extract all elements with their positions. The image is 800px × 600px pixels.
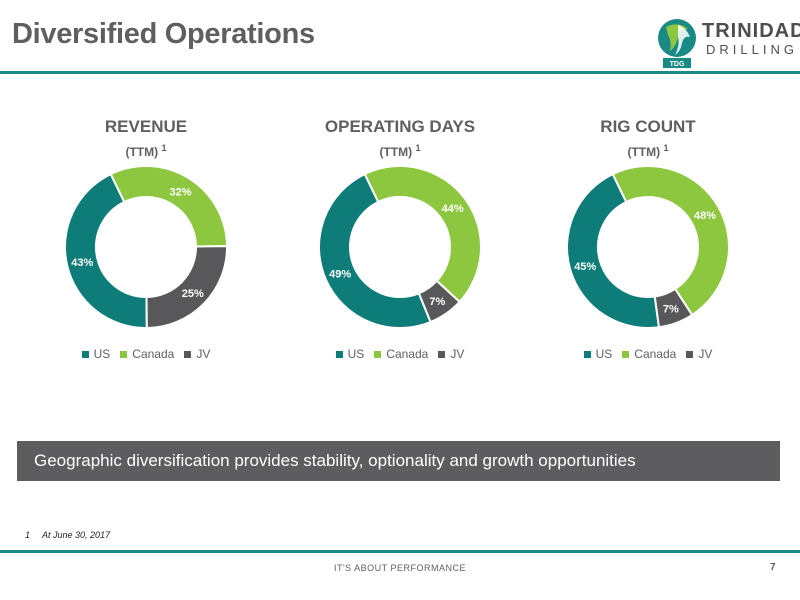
revenue-chart: REVENUE (TTM) 1 43% 32% 25% US Canada JV bbox=[46, 117, 246, 367]
legend-label: JV bbox=[450, 347, 465, 361]
legend-label: JV bbox=[698, 347, 713, 361]
legend-label: US bbox=[595, 347, 613, 361]
slice-label-jv: 25% bbox=[182, 288, 204, 300]
slice-us bbox=[64, 172, 148, 329]
legend-item-us: US bbox=[81, 347, 111, 361]
operating-days-donut: 49% 44% 7% bbox=[318, 165, 482, 329]
chart-title: OPERATING DAYS bbox=[324, 117, 476, 136]
legend-item-jv: JV bbox=[438, 347, 464, 361]
legend-swatch bbox=[374, 350, 382, 358]
legend-label: Canada bbox=[386, 347, 429, 361]
chart-subtitle: (TTM) 1 bbox=[627, 143, 669, 159]
slice-label-canada: 48% bbox=[694, 210, 716, 222]
slice-jv bbox=[145, 245, 228, 330]
rig-count-legend: US Canada JV bbox=[548, 347, 748, 361]
logo-line1: TRINIDAD bbox=[702, 20, 800, 42]
revenue-donut: 43% 32% 25% bbox=[64, 165, 229, 330]
legend-swatch bbox=[81, 350, 89, 358]
legend-swatch bbox=[335, 350, 343, 358]
legend-swatch bbox=[686, 350, 694, 358]
legend-item-jv: JV bbox=[686, 347, 712, 361]
bottom-divider bbox=[0, 550, 800, 553]
slice-jv bbox=[417, 279, 462, 324]
slice-us bbox=[318, 172, 432, 329]
summary-banner: Geographic diversification provides stab… bbox=[17, 441, 780, 481]
legend-swatch bbox=[120, 350, 128, 358]
page-number: 7 bbox=[770, 562, 776, 573]
slice-canada bbox=[363, 165, 482, 304]
slice-label-canada: 32% bbox=[170, 186, 192, 198]
legend-item-canada: Canada bbox=[622, 347, 676, 361]
slice-label-canada: 44% bbox=[442, 203, 464, 215]
footnote: 1 At June 30, 2017 bbox=[25, 530, 110, 540]
footnote-ref: 1 bbox=[663, 143, 669, 153]
rig-count-chart: RIG COUNT (TTM) 1 45% 48% 7% US Canada JV bbox=[548, 117, 748, 367]
slice-label-us: 45% bbox=[574, 261, 596, 273]
slice-canada bbox=[611, 165, 730, 317]
legend-item-us: US bbox=[335, 347, 365, 361]
logo-badge: TDG bbox=[670, 61, 685, 68]
trinidad-logo: TDG TRINIDAD DRILLING bbox=[656, 17, 800, 69]
legend-item-canada: Canada bbox=[120, 347, 174, 361]
logo-line2: DRILLING bbox=[706, 42, 798, 57]
legend-swatch bbox=[622, 350, 630, 358]
slice-label-us: 49% bbox=[329, 269, 351, 281]
footnote-number: 1 bbox=[25, 530, 31, 540]
chart-subtitle: (TTM) 1 bbox=[379, 143, 421, 159]
slice-label-jv: 7% bbox=[663, 303, 679, 315]
slice-label-jv: 7% bbox=[429, 296, 445, 308]
legend-label: Canada bbox=[132, 347, 175, 361]
page-title: Diversified Operations bbox=[12, 18, 315, 50]
legend-item-canada: Canada bbox=[374, 347, 428, 361]
footnote-ref: 1 bbox=[415, 143, 421, 153]
slice-jv bbox=[653, 287, 694, 329]
operating-days-legend: US Canada JV bbox=[300, 347, 500, 361]
footer-tagline: IT'S ABOUT PERFORMANCE bbox=[333, 563, 467, 573]
top-divider bbox=[0, 71, 800, 74]
legend-label: US bbox=[347, 347, 365, 361]
legend-swatch bbox=[438, 350, 446, 358]
footnote-text: At June 30, 2017 bbox=[42, 530, 111, 540]
globe-logo-icon: TDG bbox=[658, 19, 696, 68]
footnote-ref: 1 bbox=[161, 143, 167, 153]
legend-item-jv: JV bbox=[184, 347, 210, 361]
rig-count-donut: 45% 48% 7% bbox=[566, 165, 730, 329]
legend-item-us: US bbox=[583, 347, 613, 361]
banner-text: Geographic diversification provides stab… bbox=[34, 451, 636, 470]
operating-days-chart: OPERATING DAYS (TTM) 1 49% 44% 7% US Canada… bbox=[300, 117, 500, 367]
slice-label-us: 43% bbox=[71, 257, 93, 269]
legend-label: US bbox=[93, 347, 111, 361]
slice-canada bbox=[109, 165, 229, 248]
slice-us bbox=[566, 172, 661, 329]
legend-label: JV bbox=[196, 347, 211, 361]
legend-label: Canada bbox=[634, 347, 677, 361]
legend-swatch bbox=[184, 350, 192, 358]
legend-swatch bbox=[583, 350, 591, 358]
chart-title: RIG COUNT bbox=[600, 117, 696, 136]
chart-title: REVENUE bbox=[104, 117, 188, 136]
revenue-legend: US Canada JV bbox=[46, 347, 246, 361]
chart-subtitle: (TTM) 1 bbox=[125, 143, 167, 159]
